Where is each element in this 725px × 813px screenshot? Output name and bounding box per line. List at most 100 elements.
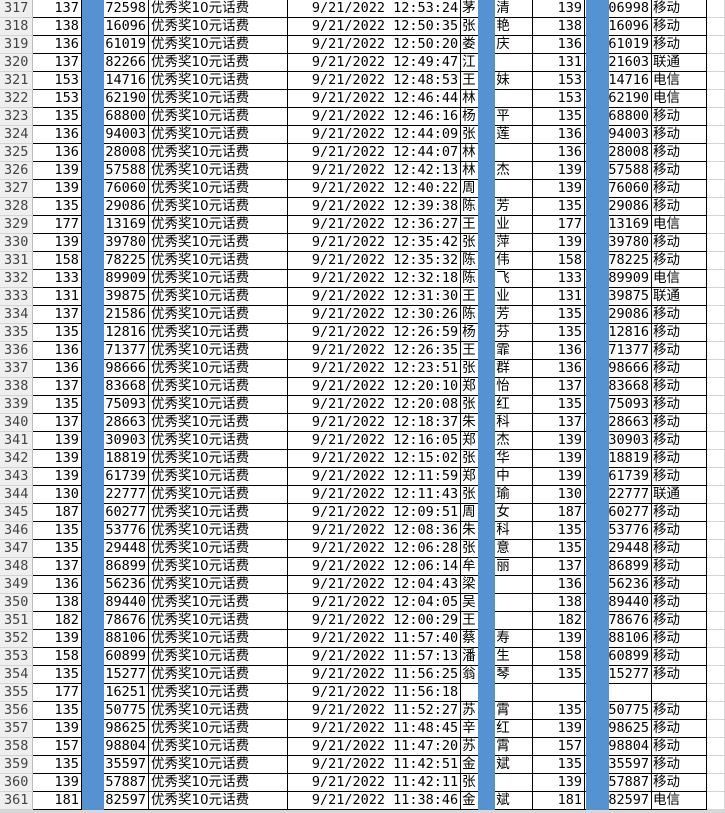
cell-datetime[interactable]: 9/21/2022 11:52:27 xyxy=(287,701,462,720)
cell-phone-suffix[interactable]: 29448 xyxy=(606,539,653,558)
cell-prize[interactable]: 优秀奖10元话费 xyxy=(148,251,288,270)
cell-surname[interactable]: 苏 xyxy=(460,701,479,720)
cell-carrier[interactable]: 联通 xyxy=(651,485,708,504)
cell-given-name[interactable]: 琴 xyxy=(494,665,533,684)
cell-suffix[interactable]: 76060 xyxy=(102,179,149,198)
cell-carrier[interactable]: 移动 xyxy=(651,35,708,54)
cell-carrier[interactable]: 移动 xyxy=(651,575,708,594)
cell-surname[interactable]: 金 xyxy=(460,791,479,810)
cell-carrier[interactable]: 电信 xyxy=(651,269,708,288)
cell-given-name[interactable]: 生 xyxy=(494,647,533,666)
cell-suffix[interactable]: 60899 xyxy=(102,647,149,666)
cell-datetime[interactable]: 9/21/2022 12:42:13 xyxy=(287,161,462,180)
cell-phone-prefix[interactable]: 135 xyxy=(532,395,585,414)
cell-prefix[interactable]: 139 xyxy=(32,161,82,180)
cell-surname[interactable]: 周 xyxy=(460,179,479,198)
cell-phone-suffix[interactable]: 30903 xyxy=(606,431,653,450)
cell-prize[interactable]: 优秀奖10元话费 xyxy=(148,665,288,684)
cell-prefix[interactable]: 139 xyxy=(32,179,82,198)
cell-carrier[interactable]: 移动 xyxy=(651,593,708,612)
cell-surname[interactable]: 朱 xyxy=(460,413,479,432)
cell-prize[interactable]: 优秀奖10元话费 xyxy=(148,161,288,180)
cell-prize[interactable]: 优秀奖10元话费 xyxy=(148,593,288,612)
cell-carrier[interactable]: 移动 xyxy=(651,323,708,342)
cell-surname[interactable]: 陈 xyxy=(460,197,479,216)
cell-empty[interactable] xyxy=(706,629,725,648)
cell-surname[interactable]: 辛 xyxy=(460,719,479,738)
cell-given-name[interactable]: 华 xyxy=(494,449,533,468)
cell-suffix[interactable]: 89909 xyxy=(102,269,149,288)
cell-empty[interactable] xyxy=(706,791,725,810)
cell-phone-suffix[interactable]: 83668 xyxy=(606,377,653,396)
cell-datetime[interactable]: 9/21/2022 11:56:18 xyxy=(287,683,462,702)
cell-given-name[interactable]: 斌 xyxy=(494,755,533,774)
cell-empty[interactable] xyxy=(706,215,725,234)
cell-carrier[interactable]: 移动 xyxy=(651,719,708,738)
cell-prefix[interactable]: 137 xyxy=(32,305,82,324)
cell-surname[interactable]: 陈 xyxy=(460,269,479,288)
cell-surname[interactable]: 陈 xyxy=(460,251,479,270)
cell-empty[interactable] xyxy=(706,251,725,270)
cell-prefix[interactable]: 157 xyxy=(32,737,82,756)
cell-prefix[interactable]: 158 xyxy=(32,251,82,270)
cell-prefix[interactable]: 135 xyxy=(32,323,82,342)
cell-carrier[interactable]: 电信 xyxy=(651,71,708,90)
cell-carrier[interactable]: 移动 xyxy=(651,467,708,486)
row-header[interactable]: 345 xyxy=(0,503,34,522)
cell-given-name[interactable]: 女 xyxy=(494,503,533,522)
cell-empty[interactable] xyxy=(706,89,725,108)
cell-given-name[interactable] xyxy=(494,143,533,162)
cell-phone-prefix[interactable]: 137 xyxy=(532,557,585,576)
cell-given-name[interactable]: 斌 xyxy=(494,791,533,810)
cell-phone-prefix[interactable] xyxy=(532,683,585,702)
cell-prefix[interactable]: 135 xyxy=(32,197,82,216)
cell-given-name[interactable]: 科 xyxy=(494,413,533,432)
row-header[interactable]: 338 xyxy=(0,377,34,396)
row-header[interactable]: 320 xyxy=(0,53,34,72)
cell-phone-prefix[interactable]: 135 xyxy=(532,521,585,540)
cell-given-name[interactable] xyxy=(494,575,533,594)
cell-prefix[interactable]: 136 xyxy=(32,143,82,162)
cell-carrier[interactable]: 移动 xyxy=(651,395,708,414)
cell-phone-suffix[interactable]: 57887 xyxy=(606,773,653,792)
row-header[interactable]: 339 xyxy=(0,395,34,414)
cell-empty[interactable] xyxy=(706,467,725,486)
cell-phone-prefix[interactable]: 136 xyxy=(532,35,585,54)
cell-prize[interactable]: 优秀奖10元话费 xyxy=(148,269,288,288)
cell-phone-suffix[interactable]: 56236 xyxy=(606,575,653,594)
cell-carrier[interactable]: 移动 xyxy=(651,611,708,630)
cell-surname[interactable] xyxy=(460,683,479,702)
row-header[interactable]: 319 xyxy=(0,35,34,54)
cell-given-name[interactable]: 杰 xyxy=(494,161,533,180)
cell-empty[interactable] xyxy=(706,413,725,432)
cell-prize[interactable]: 优秀奖10元话费 xyxy=(148,17,288,36)
cell-prefix[interactable]: 135 xyxy=(32,521,82,540)
cell-suffix[interactable]: 62190 xyxy=(102,89,149,108)
cell-given-name[interactable]: 萍 xyxy=(494,233,533,252)
row-header[interactable]: 355 xyxy=(0,683,34,702)
cell-phone-prefix[interactable]: 157 xyxy=(532,737,585,756)
cell-phone-suffix[interactable]: 61739 xyxy=(606,467,653,486)
cell-suffix[interactable]: 35597 xyxy=(102,755,149,774)
cell-phone-prefix[interactable]: 135 xyxy=(532,755,585,774)
cell-suffix[interactable]: 75093 xyxy=(102,395,149,414)
row-header[interactable]: 321 xyxy=(0,71,34,90)
cell-given-name[interactable]: 瑜 xyxy=(494,485,533,504)
cell-phone-prefix[interactable]: 131 xyxy=(532,53,585,72)
cell-carrier[interactable]: 电信 xyxy=(651,791,708,810)
cell-phone-suffix[interactable]: 98666 xyxy=(606,359,653,378)
cell-surname[interactable]: 周 xyxy=(460,503,479,522)
cell-prefix[interactable]: 135 xyxy=(32,395,82,414)
cell-empty[interactable] xyxy=(706,107,725,126)
cell-prize[interactable]: 优秀奖10元话费 xyxy=(148,323,288,342)
cell-surname[interactable]: 金 xyxy=(460,755,479,774)
cell-prize[interactable]: 优秀奖10元话费 xyxy=(148,341,288,360)
cell-datetime[interactable]: 9/21/2022 12:44:07 xyxy=(287,143,462,162)
cell-suffix[interactable]: 57887 xyxy=(102,773,149,792)
cell-suffix[interactable]: 50775 xyxy=(102,701,149,720)
cell-datetime[interactable]: 9/21/2022 12:11:59 xyxy=(287,467,462,486)
cell-suffix[interactable]: 30903 xyxy=(102,431,149,450)
cell-phone-prefix[interactable]: 177 xyxy=(532,215,585,234)
cell-phone-suffix[interactable]: 28663 xyxy=(606,413,653,432)
cell-surname[interactable]: 张 xyxy=(460,359,479,378)
